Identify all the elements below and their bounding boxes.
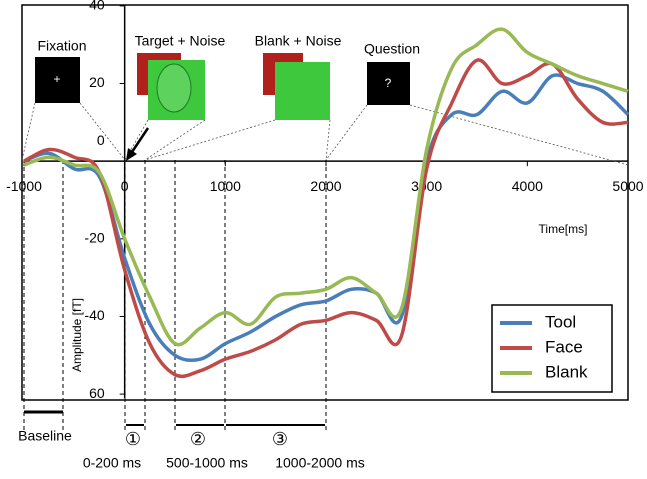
legend-label: Tool	[545, 312, 576, 331]
connector	[325, 104, 368, 161]
frame	[21, 4, 629, 401]
x-tick-label: 1000	[210, 178, 241, 194]
stimuli: Fixation + Target + Noise Blank + Noise …	[21, 33, 629, 166]
connector	[409, 104, 629, 166]
label: Baseline	[18, 428, 72, 444]
y-tick-label: 60	[89, 385, 105, 401]
face-icon	[156, 63, 192, 113]
label: Target + Noise	[135, 33, 226, 49]
label: Fixation	[37, 38, 86, 54]
connector	[325, 119, 331, 161]
label: 1000-2000 ms	[275, 455, 365, 471]
line-series	[23, 58, 629, 379]
legend-label: Blank	[545, 362, 588, 381]
question-screen	[367, 62, 410, 105]
line-series	[23, 73, 630, 363]
y-tick-label: 40	[89, 0, 105, 13]
x-tick-label: 3000	[411, 178, 442, 194]
x-tick-label: 5000	[612, 178, 643, 194]
legend-label: Face	[545, 337, 583, 356]
y-tick-label: -20	[84, 230, 104, 246]
plot	[23, 27, 630, 379]
periods: Baseline ① ② ③ 0-200 ms 500-1000 ms 1000…	[18, 160, 365, 471]
arrow-head	[126, 148, 137, 161]
connector	[21, 102, 36, 161]
label: ①	[125, 429, 141, 449]
label: 0-200 ms	[83, 455, 141, 471]
label: 500-1000 ms	[166, 455, 248, 471]
label: ③	[272, 429, 288, 449]
symbol: ?	[385, 76, 392, 90]
fixation-screen	[35, 57, 80, 103]
line-series	[23, 27, 629, 347]
x-tick-label: 2000	[310, 178, 341, 194]
connector	[79, 102, 126, 161]
label: ②	[190, 429, 206, 449]
x-tick-label: 4000	[512, 178, 543, 194]
y-tick-label: -40	[84, 307, 104, 323]
y-tick-label: 0	[97, 132, 105, 148]
x-axis-title: Time[ms]	[539, 222, 588, 236]
y-tick-label: 20	[89, 74, 105, 90]
connector	[144, 119, 206, 161]
arrow	[128, 127, 150, 156]
axes: -1000 0 1000 2000 3000 4000 5000 40 20 0 -20 -40 60	[6, 0, 644, 401]
label: Question	[364, 41, 420, 57]
label: Blank + Noise	[255, 33, 342, 49]
symbol: +	[53, 72, 60, 86]
x-tick-label: -1000	[6, 178, 42, 194]
x-tick-label: 0	[121, 178, 129, 194]
y-axis-title: Amplitude [fT]	[70, 298, 84, 372]
blank-screen	[275, 62, 330, 120]
connector	[144, 119, 276, 161]
